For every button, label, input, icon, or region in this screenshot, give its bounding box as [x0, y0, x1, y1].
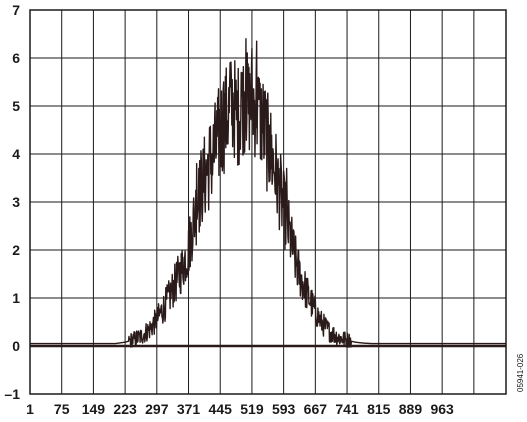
- x-tick-label: 223: [113, 401, 137, 417]
- x-axis-tick-labels: 1 75 149 223 297 371 445 519 593 667 741 815 889 963: [26, 401, 454, 417]
- y-tick-label: 6: [12, 50, 20, 66]
- y-tick-label: 0: [12, 338, 20, 354]
- y-tick-label: 1: [12, 290, 20, 306]
- x-tick-label: 371: [177, 401, 201, 417]
- y-tick-label: 7: [12, 2, 20, 18]
- x-tick-label: 297: [145, 401, 169, 417]
- x-tick-label: 519: [240, 401, 264, 417]
- y-tick-label: 4: [12, 146, 20, 162]
- x-tick-label: 1: [26, 401, 34, 417]
- x-tick-label: 445: [209, 401, 233, 417]
- figure-id-label: 05941-026: [516, 353, 525, 392]
- series-line: [29, 38, 507, 348]
- x-tick-label: 889: [399, 401, 423, 417]
- y-axis-tick-labels: –1 0 1 2 3 4 5 6 7: [4, 2, 20, 402]
- y-tick-label: 5: [12, 98, 20, 114]
- x-tick-label: 149: [82, 401, 106, 417]
- series-path: [29, 38, 507, 348]
- plot-frame: [29, 9, 507, 395]
- y-tick-label: 3: [12, 194, 20, 210]
- y-tick-label: 2: [12, 242, 20, 258]
- x-tick-label: 963: [430, 401, 454, 417]
- y-tick-label: –1: [4, 386, 20, 402]
- x-tick-label: 815: [367, 401, 391, 417]
- x-tick-label: 741: [335, 401, 359, 417]
- x-tick-label: 593: [272, 401, 296, 417]
- x-tick-label: 75: [54, 401, 70, 417]
- x-tick-label: 667: [304, 401, 328, 417]
